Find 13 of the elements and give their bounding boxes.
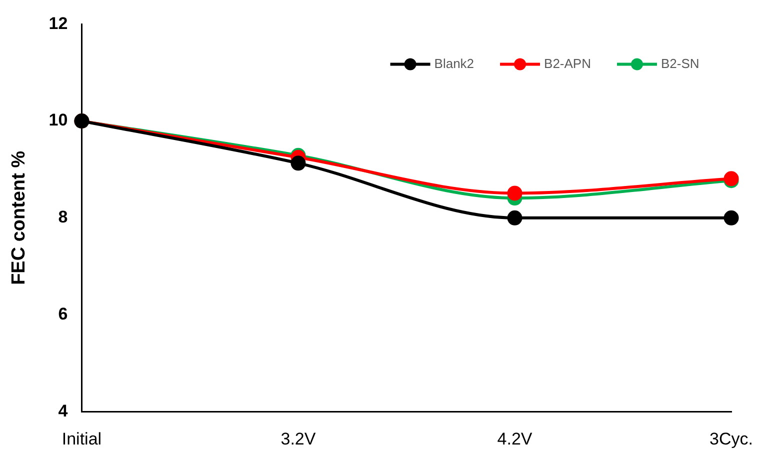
y-tick-label: 12 — [48, 14, 68, 33]
legend-label: B2-APN — [544, 56, 591, 71]
y-tick-label: 4 — [58, 401, 68, 420]
x-tick-label: 3.2V — [280, 429, 316, 448]
y-tick-label: 10 — [48, 110, 68, 130]
y-tick-label: 6 — [58, 304, 68, 324]
legend-label: B2-SN — [660, 56, 700, 71]
y-axis-title: FEC content % — [8, 150, 30, 285]
x-tick-label: 3Cyc. — [710, 429, 754, 448]
legend-label: Blank2 — [434, 56, 474, 71]
x-tick-label: Initial — [62, 429, 102, 448]
x-tick-label: 4.2V — [497, 429, 533, 448]
y-tick-label: 8 — [58, 208, 68, 227]
